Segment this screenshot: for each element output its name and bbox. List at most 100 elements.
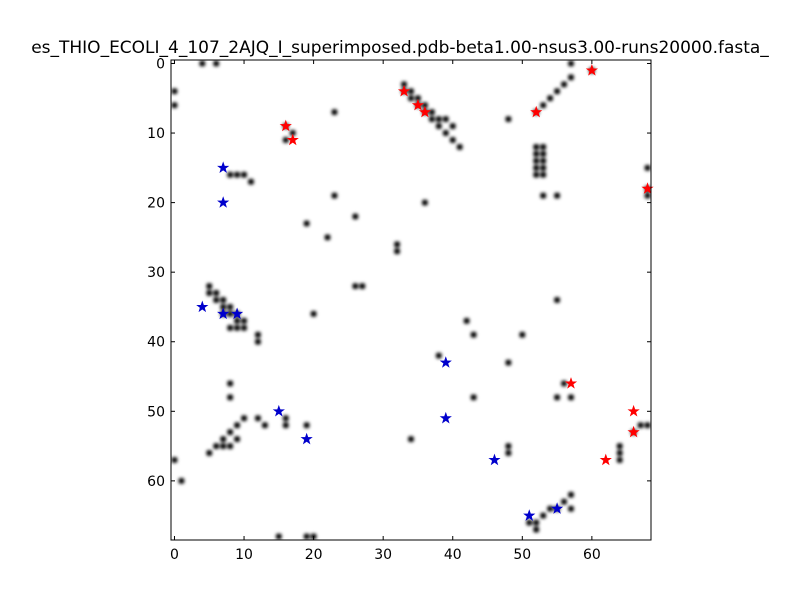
heatmap-cell — [435, 123, 442, 129]
heatmap-cell — [234, 317, 240, 324]
heatmap-cell — [505, 116, 512, 123]
heatmap-cell — [449, 137, 456, 143]
heatmap-cell — [470, 394, 477, 401]
heatmap-cell — [282, 415, 289, 422]
heatmap-cell — [303, 422, 310, 429]
heatmap-cell — [213, 60, 220, 67]
heatmap-cell — [526, 519, 533, 526]
heatmap-cell — [568, 60, 574, 67]
heatmap-cell — [540, 102, 547, 109]
heatmap-cell — [540, 192, 547, 199]
heatmap-cell — [442, 130, 449, 136]
heatmap-cell — [227, 380, 234, 387]
heatmap-cell — [540, 171, 547, 178]
heatmap-cell — [352, 213, 359, 220]
heatmap-cell — [554, 394, 560, 401]
heatmap-cell — [408, 95, 414, 102]
heatmap-cell — [422, 102, 428, 109]
heatmap-cell — [275, 533, 282, 540]
heatmap-cell — [331, 192, 338, 199]
heatmap-cell — [449, 123, 456, 129]
heatmap-cell — [408, 436, 414, 443]
blue-star-marker — [217, 307, 230, 320]
heatmap-cell — [554, 88, 560, 95]
x-tick-label: 50 — [513, 547, 531, 563]
heatmap-cell — [178, 477, 185, 484]
heatmap-cell — [519, 331, 526, 338]
heatmap-cell — [234, 171, 240, 178]
heatmap-cell — [533, 526, 540, 533]
heatmap-cell — [199, 60, 206, 67]
red-star-marker — [599, 453, 612, 466]
y-tick-label: 60 — [147, 474, 165, 490]
heatmap-cell — [206, 290, 213, 296]
heatmap-cell — [220, 297, 227, 303]
heatmap-cell — [227, 429, 234, 436]
heatmap-cell — [568, 491, 574, 498]
heatmap-cell — [644, 192, 651, 199]
heatmap-cell — [227, 311, 234, 317]
heatmap-cell — [206, 450, 213, 456]
x-tick-label: 0 — [170, 547, 179, 563]
y-tick-label: 20 — [147, 196, 165, 212]
heatmap-cell — [227, 304, 234, 310]
x-tick-label: 40 — [444, 547, 462, 563]
heatmap-cell — [227, 443, 234, 449]
heatmap-cell — [310, 311, 317, 317]
heatmap-cell — [255, 331, 261, 338]
heatmap-cell — [561, 81, 567, 88]
heatmap-cell — [394, 241, 400, 248]
heatmap-cell — [428, 116, 435, 123]
heatmap-cell — [282, 422, 289, 429]
heatmap-cell — [331, 109, 338, 116]
blue-star-marker — [439, 411, 452, 424]
y-tick-label: 50 — [147, 404, 165, 420]
heatmap-cell — [303, 220, 310, 227]
heatmap-cell — [415, 95, 421, 102]
plot-background — [171, 60, 651, 540]
heatmap-cell — [401, 81, 407, 88]
heatmap-cell — [408, 88, 414, 95]
heatmap-cell — [171, 88, 178, 95]
heatmap-cell — [227, 394, 234, 401]
heatmap-cell — [227, 171, 234, 178]
heatmap-cell — [241, 317, 247, 324]
heatmap-cell — [540, 151, 547, 157]
y-tick-label: 0 — [156, 56, 165, 72]
heatmap-cell — [470, 331, 477, 338]
heatmap-cell — [206, 283, 213, 289]
y-tick-label: 10 — [147, 126, 165, 142]
heatmap-cell — [234, 436, 240, 443]
chart-title: es_THIO_ECOLI_4_107_2AJQ_I_superimposed.… — [31, 38, 769, 58]
heatmap-cell — [248, 178, 254, 185]
blue-star-marker — [523, 509, 536, 521]
heatmap-cell — [359, 283, 366, 289]
heatmap-cell — [220, 443, 227, 449]
heatmap-cell — [394, 248, 400, 255]
heatmap-cell — [540, 512, 547, 519]
heatmap-cell — [220, 436, 227, 443]
heatmap-cell — [644, 422, 651, 429]
heatmap-cell — [616, 443, 623, 449]
heatmap-cell — [220, 304, 227, 310]
heatmap-cell — [227, 324, 234, 331]
heatmap-cell — [561, 380, 567, 387]
heatmap-cell — [352, 283, 359, 289]
heatmap-cell — [255, 415, 261, 422]
heatmap-cell — [540, 164, 547, 171]
heatmap-cell — [435, 116, 442, 123]
x-tick-label: 20 — [305, 547, 323, 563]
x-tick-label: 10 — [235, 547, 253, 563]
y-tick-label: 30 — [147, 265, 165, 281]
heatmap-cell — [213, 443, 220, 449]
blue-star-marker — [230, 307, 244, 320]
heatmap-cell — [303, 533, 310, 540]
heatmap-cell — [262, 422, 268, 429]
red-star-marker — [397, 84, 411, 97]
heatmap-cell — [241, 171, 247, 178]
heatmap-cell — [213, 290, 220, 296]
heatmap-cell — [234, 324, 240, 331]
heatmap-cell — [241, 415, 247, 422]
blue-star-marker — [550, 502, 564, 514]
heatmap-cell — [505, 443, 512, 449]
